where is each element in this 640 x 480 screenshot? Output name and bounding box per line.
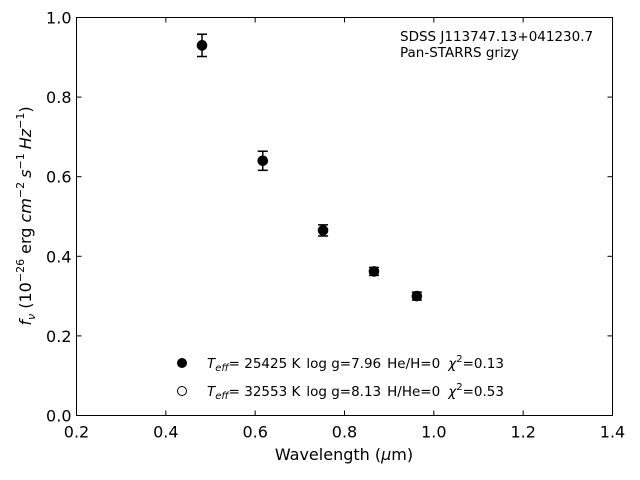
x-tick-label: 0.6 bbox=[242, 423, 267, 442]
y-tick-label: 0.8 bbox=[46, 88, 71, 107]
y-tick-label: 0.0 bbox=[46, 407, 71, 426]
x-tick-label: 1.0 bbox=[421, 423, 446, 442]
logg-value: log g=8.13 bbox=[306, 384, 381, 400]
annotation-line-2: Pan-STARRS grizy bbox=[400, 45, 519, 61]
teff-sub: eff bbox=[215, 363, 230, 374]
y-label-close: ) bbox=[16, 106, 35, 112]
legend-marker-open bbox=[177, 386, 187, 396]
y-tick-label: 0.6 bbox=[46, 168, 71, 187]
ticks-layer: 0.2 0.4 0.6 0.8 1.0 1.2 1.40.00.20.40.60.81.0 bbox=[46, 9, 625, 442]
y-tick-label: 0.2 bbox=[46, 327, 71, 346]
y-label-exp2: −2 bbox=[14, 182, 27, 198]
y-axis-label: fν (10−26 erg cm−2s−1Hz−1) bbox=[14, 106, 38, 325]
composition: H/He=0 bbox=[387, 384, 440, 400]
teff-value: = 25425 K bbox=[229, 356, 302, 372]
x-label-unit: m) bbox=[391, 445, 413, 464]
y-label-f: f bbox=[16, 318, 35, 326]
chi-value: =0.13 bbox=[463, 356, 504, 372]
x-tick-label: 0.4 bbox=[153, 423, 178, 442]
legend-marker-filled bbox=[177, 358, 187, 368]
y-label-open: (10 bbox=[16, 282, 35, 314]
chi-label: χ bbox=[447, 384, 457, 400]
data-point bbox=[411, 290, 423, 302]
data-point bbox=[196, 40, 208, 51]
teff-label: T bbox=[207, 356, 217, 372]
chi-exp: 2 bbox=[456, 354, 462, 365]
points-layer bbox=[196, 33, 423, 302]
x-tick-label: 1.4 bbox=[600, 423, 625, 442]
teff-value: = 32553 K bbox=[229, 384, 302, 400]
teff-label: T bbox=[207, 384, 217, 400]
y-label-hz: Hz bbox=[16, 128, 35, 149]
y-label-s: s bbox=[16, 170, 35, 178]
data-point bbox=[257, 155, 269, 167]
y-label-exp1: −26 bbox=[14, 259, 27, 282]
y-label-exp3: −1 bbox=[14, 153, 27, 169]
y-label-nu: ν bbox=[25, 314, 38, 320]
y-label-erg: erg bbox=[16, 222, 35, 258]
x-tick-label: 0.2 bbox=[64, 423, 89, 442]
chi-label: χ bbox=[447, 356, 457, 372]
composition: He/H=0 bbox=[387, 356, 440, 372]
x-label-mu: μ bbox=[380, 445, 391, 464]
y-tick-label: 1.0 bbox=[46, 9, 71, 28]
x-label-main: Wavelength ( bbox=[275, 445, 381, 464]
x-tick-label: 1.2 bbox=[510, 423, 535, 442]
y-tick-label: 0.4 bbox=[46, 247, 71, 266]
annotation: SDSS J113747.13+041230.7 Pan-STARRS griz… bbox=[400, 29, 593, 61]
x-tick-label: 0.8 bbox=[332, 423, 357, 442]
data-point bbox=[317, 225, 329, 236]
y-label-exp4: −1 bbox=[14, 113, 27, 129]
chi-exp: 2 bbox=[456, 382, 462, 393]
plot-frame bbox=[76, 17, 613, 416]
logg-value: log g=7.96 bbox=[306, 356, 381, 372]
y-label-cm: cm bbox=[16, 198, 35, 222]
annotation-line-1: SDSS J113747.13+041230.7 bbox=[400, 29, 593, 45]
teff-sub: eff bbox=[215, 391, 230, 402]
data-point bbox=[368, 266, 380, 277]
x-axis-label: Wavelength (μm) bbox=[275, 445, 413, 464]
chi-value: =0.53 bbox=[463, 384, 504, 400]
